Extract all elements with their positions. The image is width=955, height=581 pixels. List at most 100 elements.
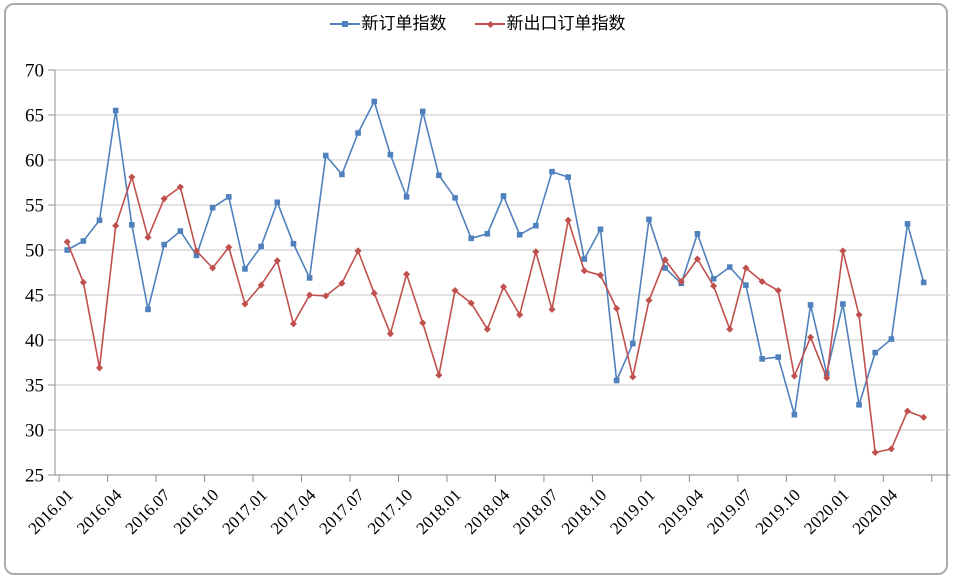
data-point-1-2016.12: [241, 300, 249, 308]
data-point-1-2018.03: [483, 325, 491, 333]
series-line-1: [66, 176, 924, 454]
data-point-0-2017.11: [419, 108, 426, 115]
data-point-0-2019.07: [743, 282, 749, 288]
data-point-1-2016.03: [95, 364, 104, 372]
x-axis-label-2020.01: 2020.01: [800, 485, 853, 538]
data-point-1-2019.11: [807, 333, 815, 341]
data-point-0-2019.11: [807, 302, 814, 308]
data-point-0-2016.10: [209, 204, 216, 211]
x-axis-label-2018.07: 2018.07: [509, 485, 562, 538]
data-point-1-2016.11: [225, 243, 233, 251]
data-point-1-2017.04: [306, 291, 314, 299]
data-point-0-2017.08: [371, 98, 378, 105]
data-point-0-2018.06: [533, 222, 539, 229]
y-axis-label-50: 50: [25, 241, 44, 262]
data-point-1-2019.07: [742, 264, 750, 272]
data-point-1-2016.06: [144, 233, 152, 241]
x-axis-label-2017.04: 2017.04: [267, 485, 320, 538]
data-point-1-2017.10: [403, 270, 411, 278]
data-point-0-2017.03: [290, 240, 297, 247]
data-point-1-2016.10: [209, 264, 217, 272]
data-point-0-2017.09: [387, 151, 394, 158]
data-point-1-2016.09: [192, 247, 201, 255]
x-axis-label-2016.01: 2016.01: [25, 485, 78, 538]
x-axis-label-2019.10: 2019.10: [752, 485, 805, 538]
data-point-0-2018.11: [613, 377, 620, 384]
data-point-1-2016.01: [63, 238, 71, 246]
data-point-0-2016.07: [161, 241, 167, 248]
legend-label-new-orders: 新订单指数: [361, 14, 447, 33]
data-point-0-2016.11: [226, 194, 232, 200]
legend-item-new-orders: 新订单指数: [329, 14, 447, 33]
data-point-1-2019.12: [823, 374, 831, 382]
y-axis-label-30: 30: [25, 421, 44, 442]
data-point-1-2019.02: [661, 256, 669, 264]
data-point-1-2017.11: [419, 319, 427, 327]
x-axis-label-2017.07: 2017.07: [315, 485, 368, 538]
data-point-0-2018.01: [452, 195, 458, 201]
y-axis-label-55: 55: [25, 196, 44, 217]
data-point-0-2017.05: [322, 152, 329, 159]
data-point-1-2016.02: [79, 278, 87, 286]
x-axis-label-2016.10: 2016.10: [170, 485, 223, 538]
data-point-1-2017.02: [273, 257, 281, 265]
data-point-1-2020.06: [920, 413, 928, 421]
data-point-0-2018.07: [549, 168, 555, 175]
x-axis-label-2018.04: 2018.04: [461, 485, 514, 538]
x-axis-label-2019.04: 2019.04: [655, 485, 708, 538]
data-point-1-2017.09: [386, 330, 394, 338]
x-axis-label-2016.07: 2016.07: [121, 485, 174, 538]
legend-label-new-export-orders: 新出口订单指数: [506, 14, 626, 33]
data-point-0-2017.04: [306, 275, 313, 281]
data-point-0-2016.08: [177, 228, 184, 234]
x-axis-label-2019.07: 2019.07: [703, 485, 756, 538]
data-point-0-2019.09: [775, 354, 782, 360]
data-point-1-2019.06: [726, 325, 734, 333]
x-axis-label-2017.10: 2017.10: [364, 485, 417, 538]
x-axis-label-2017.01: 2017.01: [218, 485, 271, 538]
data-point-1-2020.02: [855, 311, 863, 319]
data-point-0-2017.12: [436, 172, 442, 179]
data-point-1-2016.04: [112, 222, 120, 230]
data-point-0-2016.01: [64, 247, 70, 253]
data-point-1-2017.08: [370, 289, 378, 297]
x-axis-label-2020.04: 2020.04: [849, 485, 902, 538]
data-point-1-2018.12: [629, 373, 637, 381]
data-point-1-2019.08: [758, 277, 766, 286]
y-axis-label-35: 35: [25, 376, 44, 397]
data-point-1-2020.05: [903, 407, 912, 415]
data-point-0-2019.02: [662, 265, 668, 271]
data-point-0-2019.01: [646, 216, 652, 223]
data-point-0-2017.01: [258, 243, 264, 250]
data-point-0-2018.02: [468, 235, 474, 242]
y-axis-label-70: 70: [25, 61, 44, 82]
data-point-1-2016.07: [160, 195, 168, 203]
data-point-1-2018.01: [451, 286, 459, 295]
data-point-1-2020.03: [871, 448, 879, 457]
data-point-1-2018.09: [580, 267, 588, 275]
data-point-1-2017.05: [322, 292, 330, 300]
data-point-1-2018.06: [532, 248, 540, 256]
data-point-1-2020.01: [839, 247, 847, 255]
data-point-0-2019.06: [726, 264, 733, 270]
data-point-0-2016.06: [145, 306, 151, 313]
data-point-0-2018.03: [484, 231, 491, 237]
data-point-1-2019.05: [710, 282, 718, 290]
data-point-0-2016.09: [193, 252, 200, 259]
data-point-1-2018.05: [516, 311, 524, 319]
data-point-0-2016.12: [242, 266, 248, 272]
data-point-1-2018.04: [499, 283, 508, 291]
x-axis-label-2018.10: 2018.10: [558, 485, 611, 538]
data-point-0-2020.04: [888, 336, 895, 342]
data-point-0-2020.01: [840, 301, 846, 307]
data-point-1-2017.07: [354, 247, 362, 255]
data-point-1-2020.04: [887, 445, 895, 453]
data-point-0-2020.03: [872, 349, 878, 356]
series-line-0: [66, 100, 925, 416]
data-point-1-2018.07: [548, 305, 556, 313]
data-point-0-2017.06: [339, 171, 345, 178]
data-point-0-2019.04: [694, 231, 701, 237]
line-square-marker-icon: [329, 19, 360, 29]
data-point-0-2018.10: [597, 226, 604, 233]
